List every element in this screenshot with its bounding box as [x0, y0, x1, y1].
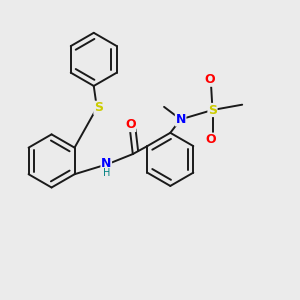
Text: O: O [206, 133, 216, 146]
Text: O: O [125, 118, 136, 131]
Text: N: N [176, 113, 186, 126]
Text: N: N [101, 157, 111, 170]
Text: S: S [208, 103, 217, 116]
Text: O: O [204, 73, 215, 86]
Text: S: S [94, 101, 103, 114]
Text: H: H [103, 168, 110, 178]
